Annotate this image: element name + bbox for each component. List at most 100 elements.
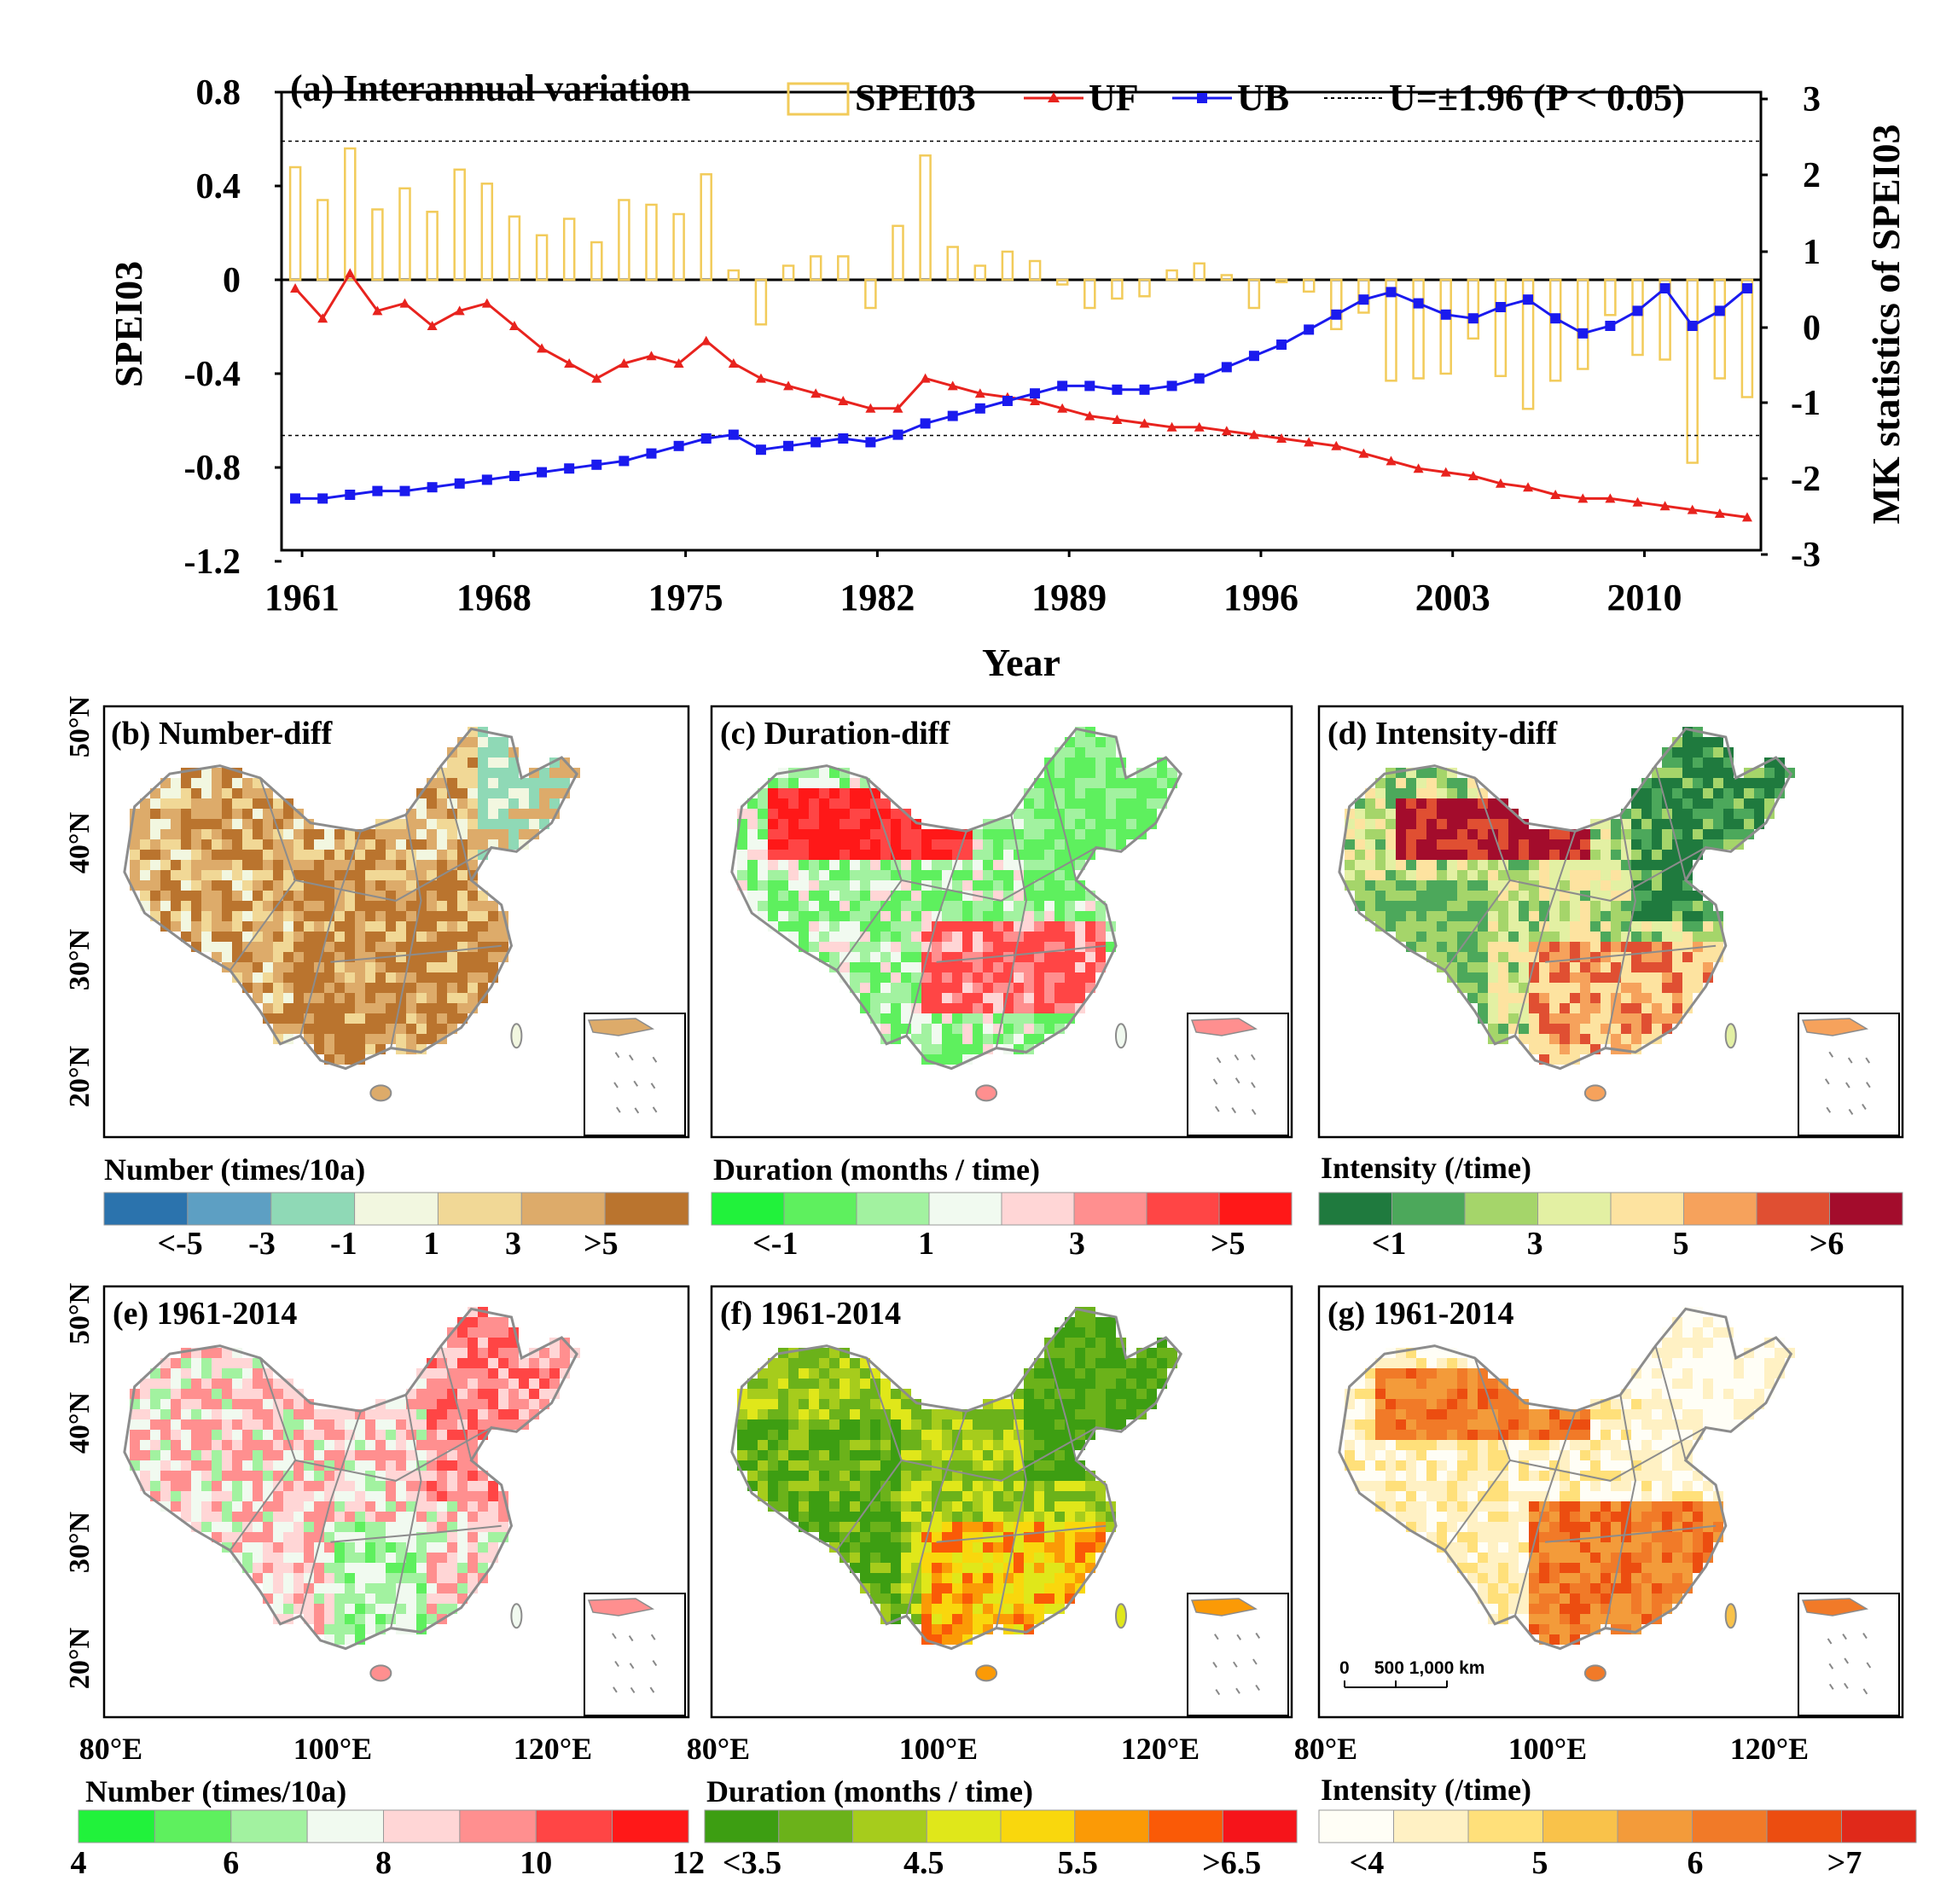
map-cell — [819, 1512, 829, 1522]
map-cell — [1590, 962, 1601, 972]
map-cell — [1611, 819, 1621, 829]
map-cell — [1075, 778, 1085, 788]
map-cell — [1396, 850, 1406, 860]
map-cell — [508, 1358, 519, 1368]
map-cell — [324, 983, 334, 993]
province-line — [295, 1426, 492, 1482]
map-cell — [758, 1481, 768, 1491]
map-cell — [212, 1481, 222, 1491]
map-cell — [293, 1440, 304, 1450]
map-cell — [932, 983, 942, 993]
map-cell — [1034, 829, 1044, 839]
map-cell — [1085, 962, 1095, 972]
map-cell — [1386, 829, 1396, 839]
map-cell — [1467, 1471, 1478, 1481]
map-cell — [829, 1501, 839, 1512]
map-cell — [819, 870, 829, 880]
map-cell — [1662, 993, 1672, 1003]
map-cell — [222, 1460, 232, 1471]
map-cell — [1375, 1419, 1386, 1430]
map-cell — [1621, 880, 1631, 891]
map-cell — [386, 1553, 396, 1563]
map-cell — [1601, 901, 1611, 911]
ub-point — [1632, 305, 1643, 316]
map-cell — [334, 1054, 345, 1065]
map-cell — [1590, 880, 1601, 891]
map-cell — [457, 1460, 468, 1471]
map-cell — [273, 972, 283, 983]
spei03-bar — [781, 264, 795, 282]
map-cell — [1014, 1583, 1024, 1593]
map-cell — [1693, 1399, 1703, 1409]
map-cell — [1652, 1419, 1662, 1430]
map-cell — [819, 901, 829, 911]
map-cell — [232, 962, 242, 972]
map-cell — [273, 891, 283, 901]
map-cell — [1396, 921, 1406, 932]
map-cell — [932, 993, 942, 1003]
map-cell — [1560, 1013, 1570, 1024]
map-cell — [283, 1532, 293, 1542]
map-cell — [427, 819, 437, 829]
map-cell — [171, 809, 181, 819]
map-cell — [191, 1379, 201, 1389]
map-cell — [324, 1532, 334, 1542]
map-cell — [983, 880, 993, 891]
map-cell — [232, 819, 242, 829]
map-cell — [529, 1358, 539, 1368]
map-cell — [140, 870, 150, 880]
map-cell — [1703, 1389, 1713, 1399]
map-cell — [1065, 1563, 1075, 1573]
map-cell — [1662, 1338, 1672, 1348]
map-cell — [468, 1327, 478, 1338]
map-cell — [1641, 1399, 1652, 1409]
map-cell — [171, 1491, 181, 1501]
map-cell — [1652, 1368, 1662, 1379]
map-cell — [437, 891, 447, 901]
map-cell — [273, 880, 283, 891]
map-cell — [1570, 860, 1580, 870]
map-cell — [921, 1471, 932, 1481]
map-cell — [304, 1563, 314, 1573]
spei03-bar — [1055, 278, 1069, 286]
map-cell — [1044, 1542, 1054, 1553]
province-line — [390, 814, 422, 1048]
map-cell — [942, 1634, 952, 1645]
map-cell — [1044, 911, 1054, 921]
map-cell — [983, 1450, 993, 1460]
map-cell — [386, 839, 396, 850]
map-cell — [942, 860, 952, 870]
map-cell — [983, 1501, 993, 1512]
map-cell — [1549, 1430, 1560, 1440]
map-cell — [860, 942, 870, 952]
map-cell — [1662, 1419, 1672, 1430]
map-cell — [860, 1481, 870, 1491]
map-cell — [921, 891, 932, 901]
map-cell — [355, 932, 365, 942]
map-cell — [901, 962, 911, 972]
map-cell — [519, 1368, 529, 1379]
map-cell — [468, 993, 478, 1003]
map-cell — [819, 778, 829, 788]
map-cell — [1085, 1501, 1095, 1512]
map-cell — [973, 1481, 983, 1491]
map-cell — [839, 1379, 850, 1389]
map-cell — [1447, 1358, 1457, 1368]
map-cell — [1570, 1481, 1580, 1491]
map-cell — [1641, 1471, 1652, 1481]
map-cell — [1447, 860, 1457, 870]
map-cell — [880, 1512, 891, 1522]
map-cell — [375, 1604, 386, 1614]
map-cell — [263, 1553, 273, 1563]
map-cell — [932, 1583, 942, 1593]
map-cell — [242, 850, 253, 860]
map-cell — [1703, 1317, 1713, 1327]
map-cell — [839, 1440, 850, 1450]
map-cell — [778, 1419, 788, 1430]
map-cell — [1488, 1003, 1498, 1013]
map-cell — [829, 1389, 839, 1399]
map-cell — [232, 1542, 242, 1553]
map-cell — [1106, 768, 1116, 778]
map-cell — [273, 1563, 283, 1573]
map-cell — [263, 1501, 273, 1512]
